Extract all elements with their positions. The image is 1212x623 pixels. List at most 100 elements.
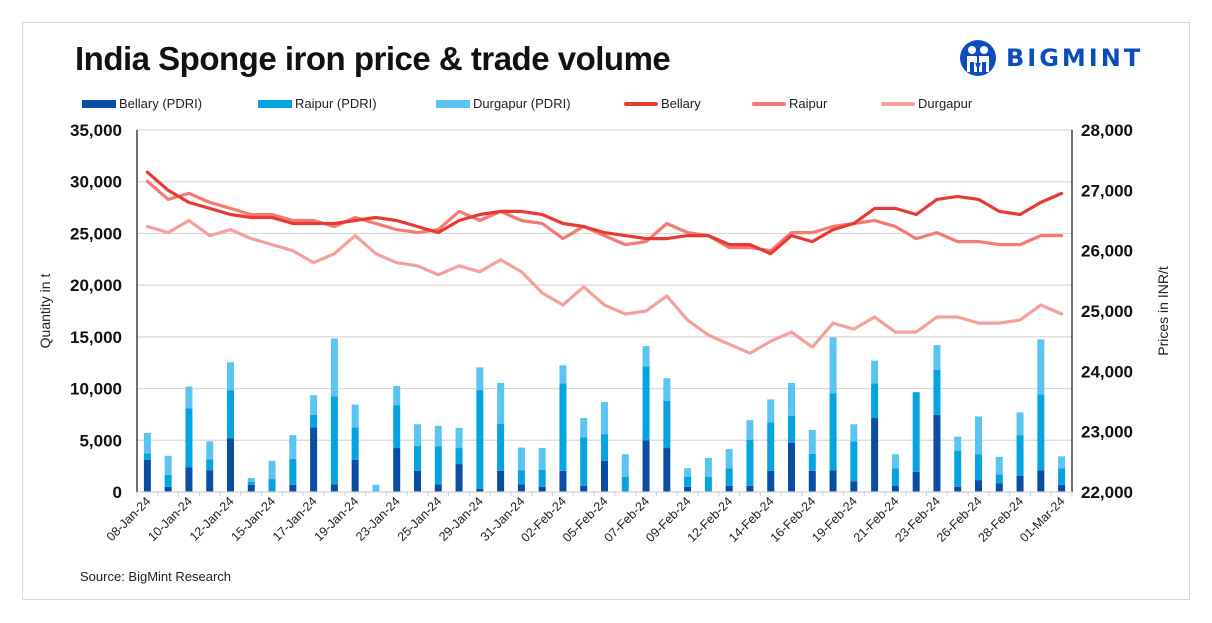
bar-durgapur-pdri	[393, 385, 401, 406]
legend-item-raipur: Raipur	[752, 96, 881, 111]
x-tick-label: 15-Jan-24	[228, 494, 278, 544]
x-tick-label: 12-Jan-24	[187, 494, 237, 544]
bar-bellary-pdri	[995, 483, 1003, 492]
y-tick-label: 25,000	[70, 224, 122, 243]
bar-bellary-pdri	[580, 485, 588, 492]
bar-series	[143, 337, 1066, 492]
logo-text: BIGMINT	[1006, 44, 1144, 72]
y-tick-label: 20,000	[70, 276, 122, 295]
bar-raipur-pdri	[227, 390, 234, 439]
legend-swatch	[752, 101, 786, 106]
x-tick-label: 23-Jan-24	[353, 494, 403, 544]
bar-bellary-pdri	[455, 464, 463, 492]
bar-durgapur-pdri	[227, 362, 234, 391]
y-tick-label: 0	[113, 483, 122, 502]
bar-bellary-pdri	[289, 484, 297, 492]
bar-raipur-pdri	[621, 477, 629, 492]
bar-durgapur-pdri	[975, 416, 982, 455]
bar-bellary-pdri	[1037, 470, 1045, 492]
bar-durgapur-pdri	[517, 447, 525, 471]
bar-raipur-pdri	[185, 408, 193, 468]
axes	[136, 130, 1073, 496]
legend-label: Bellary (PDRI)	[119, 96, 203, 111]
legend-item-bellary: Bellary	[624, 96, 752, 111]
bar-bellary-pdri	[497, 470, 505, 492]
bar-durgapur-pdri	[268, 460, 276, 480]
bar-raipur-pdri	[393, 405, 401, 449]
bar-durgapur-pdri	[684, 468, 692, 478]
bar-durgapur-pdri	[642, 346, 650, 367]
x-tick-label: 19-Jan-24	[312, 494, 362, 544]
bar-raipur-pdri	[704, 477, 712, 492]
bar-raipur-pdri	[850, 441, 858, 482]
x-tick-label: 29-Jan-24	[436, 494, 486, 544]
y-tick-label: 5,000	[79, 431, 122, 450]
bar-bellary-pdri	[310, 427, 318, 492]
legend-swatch	[624, 101, 658, 106]
bar-durgapur-pdri	[310, 395, 318, 415]
bar-raipur-pdri	[434, 446, 442, 485]
bar-durgapur-pdri	[829, 337, 837, 394]
bar-bellary-pdri	[788, 442, 795, 492]
bar-bellary-pdri	[517, 484, 525, 492]
bar-durgapur-pdri	[871, 360, 879, 384]
bar-raipur-pdri	[559, 383, 567, 471]
bar-durgapur-pdri	[933, 345, 941, 370]
bar-raipur-pdri	[829, 393, 837, 471]
bar-raipur-pdri	[1058, 468, 1066, 485]
bar-raipur-pdri	[808, 453, 816, 471]
bar-durgapur-pdri	[746, 420, 754, 440]
legend-swatch	[258, 99, 292, 108]
bar-durgapur-pdri	[476, 367, 484, 391]
y-tick-label: 10,000	[70, 380, 122, 399]
legend-label: Durgapur	[918, 96, 973, 111]
y2-tick-label: 24,000	[1081, 362, 1133, 381]
bar-bellary-pdri	[912, 471, 920, 492]
bar-raipur-pdri	[891, 468, 899, 486]
bar-durgapur-pdri	[1058, 456, 1066, 469]
bar-bellary-pdri	[227, 438, 234, 492]
bar-bellary-pdri	[1058, 484, 1066, 492]
bar-bellary-pdri	[559, 470, 567, 492]
bar-durgapur-pdri	[725, 449, 733, 469]
bar-durgapur-pdri	[767, 399, 775, 423]
bar-raipur-pdri	[517, 470, 525, 485]
bar-durgapur-pdri	[185, 386, 193, 409]
line-bellary	[145, 170, 1064, 256]
bar-durgapur-pdri	[850, 424, 858, 442]
bigmint-people-icon	[960, 40, 996, 76]
legend-swatch	[82, 99, 116, 108]
bar-durgapur-pdri	[351, 404, 359, 428]
legend-label: Raipur (PDRI)	[295, 96, 377, 111]
bar-raipur-pdri	[476, 390, 484, 489]
legend-item-durgapur: Durgapur	[881, 96, 972, 111]
y2-tick-label: 28,000	[1081, 121, 1133, 140]
bar-bellary-pdri	[351, 459, 359, 492]
bar-bellary-pdri	[601, 460, 608, 492]
bar-bellary-pdri	[891, 485, 899, 492]
legend-swatch	[881, 101, 915, 106]
bar-bellary-pdri	[330, 484, 338, 492]
y2-tick-label: 27,000	[1081, 181, 1133, 200]
gridlines	[137, 129, 1072, 441]
bar-raipur-pdri	[206, 459, 214, 471]
bar-bellary-pdri	[767, 470, 775, 492]
bar-bellary-pdri	[538, 486, 546, 492]
bar-raipur-pdri	[663, 400, 671, 449]
bigmint-logo: BIGMINT	[958, 38, 1143, 78]
line-series	[145, 170, 1064, 355]
bar-raipur-pdri	[455, 448, 463, 465]
bar-raipur-pdri	[310, 414, 318, 428]
bar-bellary-pdri	[185, 467, 193, 492]
chart-card	[22, 22, 1190, 600]
bar-raipur-pdri	[933, 369, 941, 415]
legend-label: Raipur	[789, 96, 828, 111]
bar-bellary-pdri	[434, 484, 442, 492]
bar-durgapur-pdri	[580, 418, 588, 438]
bar-durgapur-pdri	[434, 425, 442, 447]
bar-raipur-pdri	[684, 477, 692, 487]
legend-swatch	[436, 99, 470, 108]
bar-durgapur-pdri	[247, 478, 255, 482]
bar-durgapur-pdri	[891, 454, 899, 469]
